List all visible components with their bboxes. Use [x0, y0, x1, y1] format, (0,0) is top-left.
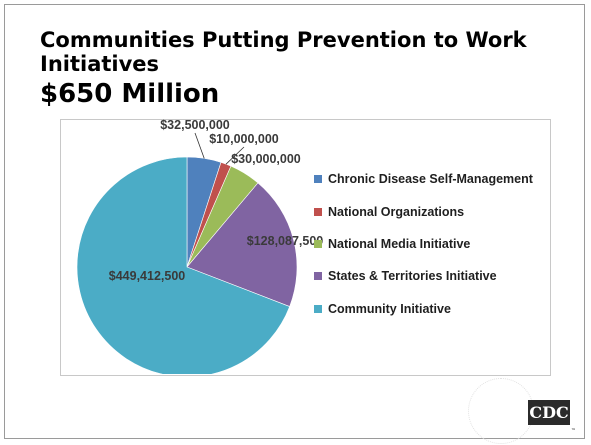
leader-line-national-organizations — [225, 146, 245, 165]
title-line-1: Communities Putting Prevention to Work I… — [40, 28, 527, 76]
pie-slice-community-initiative — [76, 156, 291, 374]
data-label-states-and-territories-initiative: $128,087,500 — [247, 234, 324, 248]
legend-swatch — [314, 207, 322, 216]
leader-line-chronic-disease-self-management — [194, 132, 205, 159]
data-label-national-organizations: $10,000,000 — [209, 132, 279, 146]
legend-item-national-organizations: National Organizations — [314, 195, 533, 227]
data-label-community-initiative: $449,412,500 — [109, 269, 186, 283]
title-line-2: $650 Million — [40, 79, 220, 109]
legend-swatch — [314, 239, 322, 248]
watermark-seal — [468, 378, 534, 444]
cdc-logo-trademark: ™ — [571, 428, 576, 434]
legend-item-states-and-territories-initiative: States & Territories Initiative — [314, 260, 533, 292]
legend-label: Chronic Disease Self-Management — [328, 172, 533, 187]
legend-item-community-initiative: Community Initiative — [314, 293, 533, 325]
legend-swatch — [314, 304, 322, 313]
legend-label: National Organizations — [328, 204, 465, 219]
cdc-logo: CDC — [528, 400, 570, 425]
chart-legend: Chronic Disease Self-Management National … — [314, 163, 533, 325]
data-label-chronic-disease-self-management: $32,500,000 — [160, 119, 230, 132]
data-label-national-media-initiative: $30,000,000 — [231, 152, 301, 166]
pie-chart: $32,500,000$10,000,000 $30,000,000 $128,08… — [76, 119, 324, 374]
legend-label: Community Initiative — [328, 301, 451, 316]
pie-slice-states-and-territories-initiative — [186, 182, 298, 307]
legend-item-chronic-disease-self-management: Chronic Disease Self-Management — [314, 163, 533, 195]
legend-swatch — [314, 272, 322, 281]
legend-item-national-media-initiative: National Media Initiative — [314, 228, 533, 260]
legend-swatch — [314, 175, 322, 184]
slide-title: Communities Putting Prevention to Work I… — [40, 28, 580, 110]
legend-label: States & Territories Initiative — [328, 269, 497, 284]
legend-label: National Media Initiative — [328, 236, 471, 251]
